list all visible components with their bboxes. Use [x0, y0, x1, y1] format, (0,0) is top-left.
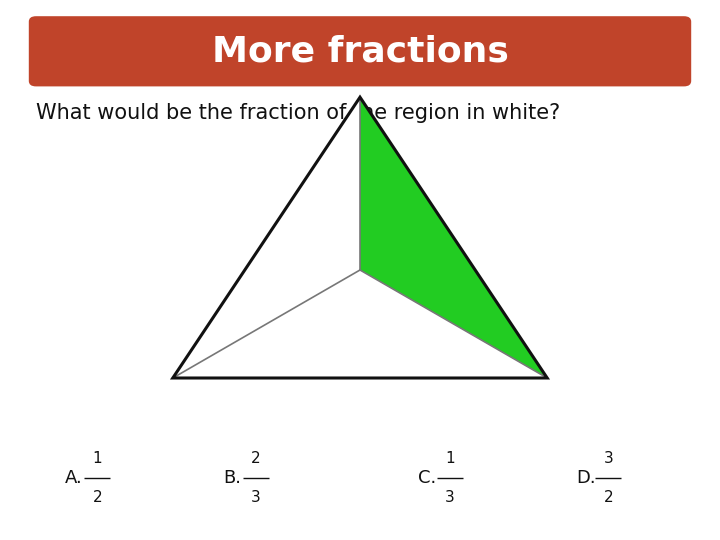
Text: A.: A. — [65, 469, 83, 487]
Text: 2: 2 — [251, 451, 261, 466]
Text: More fractions: More fractions — [212, 35, 508, 68]
Text: B.: B. — [223, 469, 241, 487]
Text: 2: 2 — [92, 490, 102, 505]
Text: C.: C. — [418, 469, 436, 487]
Polygon shape — [360, 97, 547, 378]
Text: 3: 3 — [603, 451, 613, 466]
Text: 3: 3 — [445, 490, 455, 505]
Polygon shape — [173, 97, 360, 378]
FancyBboxPatch shape — [29, 16, 691, 86]
Text: 1: 1 — [92, 451, 102, 466]
Text: 3: 3 — [251, 490, 261, 505]
Text: What would be the fraction of the region in white?: What would be the fraction of the region… — [36, 103, 560, 124]
Text: 2: 2 — [603, 490, 613, 505]
Polygon shape — [173, 270, 547, 378]
Text: 1: 1 — [445, 451, 455, 466]
Text: D.: D. — [576, 469, 595, 487]
